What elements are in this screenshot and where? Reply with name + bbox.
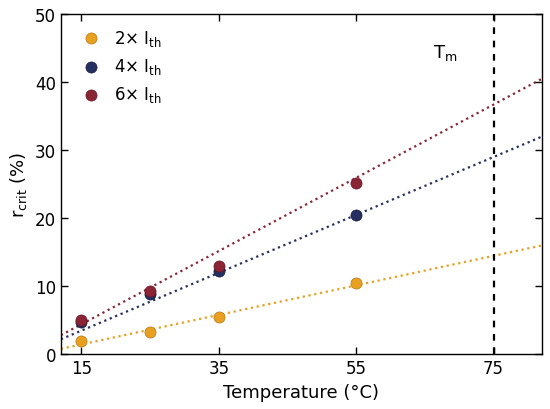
6× I$_\mathrm{th}$ [146, 288, 155, 294]
4× I$_\mathrm{th}$ [214, 268, 223, 274]
2× I$_\mathrm{th}$ [214, 314, 223, 320]
Y-axis label: r$_\mathrm{crit}$ (%): r$_\mathrm{crit}$ (%) [8, 152, 29, 218]
Legend: 2× I$_\mathrm{th}$, 4× I$_\mathrm{th}$, 6× I$_\mathrm{th}$: 2× I$_\mathrm{th}$, 4× I$_\mathrm{th}$, … [69, 24, 167, 110]
4× I$_\mathrm{th}$ [77, 319, 86, 326]
6× I$_\mathrm{th}$ [77, 317, 86, 324]
6× I$_\mathrm{th}$ [214, 263, 223, 270]
X-axis label: Temperature (°C): Temperature (°C) [223, 383, 380, 401]
4× I$_\mathrm{th}$ [146, 292, 155, 298]
2× I$_\mathrm{th}$ [77, 337, 86, 344]
4× I$_\mathrm{th}$ [352, 212, 361, 219]
6× I$_\mathrm{th}$ [352, 180, 361, 187]
Text: T$_\mathrm{m}$: T$_\mathrm{m}$ [433, 43, 458, 63]
2× I$_\mathrm{th}$ [146, 329, 155, 336]
2× I$_\mathrm{th}$ [352, 280, 361, 286]
